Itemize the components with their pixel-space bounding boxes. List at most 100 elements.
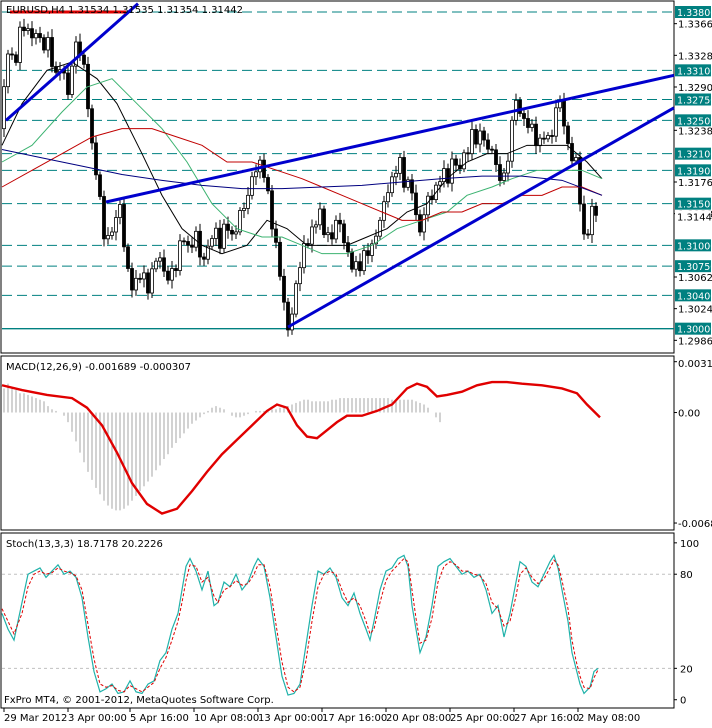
candle	[358, 253, 362, 277]
y-tick-label: 1.31760	[678, 178, 712, 189]
candle-body	[406, 179, 410, 188]
macd-panel-frame	[0, 355, 675, 531]
moving-average-0	[1, 61, 603, 255]
level-label-bg	[675, 64, 711, 77]
candle-body	[154, 260, 158, 270]
candle	[170, 261, 174, 289]
candle-body	[254, 171, 258, 178]
candle-body	[574, 157, 578, 162]
candle	[414, 184, 418, 221]
candle-body	[182, 240, 186, 243]
candle	[26, 23, 30, 35]
candle	[486, 133, 490, 155]
x-tick-label: 27 Apr 16:00	[514, 713, 579, 724]
candle	[202, 252, 206, 266]
candle	[398, 153, 402, 180]
candle	[286, 298, 290, 337]
level-label: 1.31000	[675, 239, 712, 252]
candle	[318, 202, 322, 230]
level-label: 1.33100	[675, 64, 712, 77]
candle-body	[290, 313, 294, 331]
candle	[534, 116, 538, 154]
candle-body	[278, 241, 282, 277]
candle	[334, 215, 338, 244]
candle	[42, 34, 46, 54]
candle-body	[294, 283, 298, 315]
candle	[510, 116, 514, 168]
macd-tick-label: -0.00689	[678, 519, 712, 530]
candle	[446, 163, 450, 188]
candle-body	[366, 250, 370, 256]
candle	[162, 249, 166, 277]
candle-body	[90, 108, 94, 144]
candle	[30, 21, 34, 47]
level-label-bg	[675, 260, 711, 273]
x-tick-label: 13 Apr 00:00	[258, 713, 323, 724]
candle	[130, 262, 134, 298]
candle-body	[266, 177, 270, 192]
candle	[418, 209, 422, 237]
candle-body	[422, 214, 426, 233]
candle	[230, 226, 234, 241]
candle-body	[522, 113, 526, 119]
candle	[338, 212, 342, 233]
candle-body	[18, 26, 22, 63]
candle-body	[318, 208, 322, 226]
level-label-text: 1.30400	[677, 291, 712, 302]
candle-body	[310, 226, 314, 245]
candle-body	[246, 194, 250, 209]
level-label: 1.30750	[675, 260, 712, 273]
candle-body	[178, 240, 182, 271]
candle	[54, 61, 58, 77]
candle	[250, 171, 254, 200]
candle	[378, 217, 382, 240]
stoch-layer	[1, 553, 674, 696]
candle	[98, 171, 102, 200]
candle-body	[554, 107, 558, 137]
candle-body	[2, 86, 6, 130]
candle-body	[250, 176, 254, 196]
candle	[70, 62, 74, 98]
candle-body	[382, 201, 386, 221]
x-tick-label: 3 Apr 00:00	[68, 713, 127, 724]
level-label-text: 1.31900	[677, 166, 712, 177]
candle	[174, 264, 178, 278]
candle-body	[378, 219, 382, 237]
x-tick-label: 5 Apr 16:00	[130, 713, 189, 724]
candle	[178, 234, 182, 276]
candle-body	[462, 152, 466, 170]
candle-body	[374, 235, 378, 245]
candle-body	[330, 232, 334, 240]
candle	[370, 239, 374, 263]
candle-body	[542, 137, 546, 140]
candle	[94, 136, 98, 180]
candle-body	[498, 164, 502, 181]
candle	[342, 219, 346, 250]
trendline-1	[105, 73, 675, 204]
candle-body	[450, 158, 454, 184]
candle-body	[142, 272, 146, 280]
candle-body	[122, 204, 126, 248]
level-label-bg	[675, 114, 711, 127]
candle	[470, 121, 474, 160]
candle	[242, 202, 246, 218]
candle	[306, 238, 310, 249]
candle-body	[34, 33, 38, 39]
level-label-bg	[675, 289, 711, 302]
price-panel-frame	[0, 0, 675, 354]
y-tick-label: 1.30620	[678, 273, 712, 284]
ohlc-header: 1.31534 1.31535 1.31354 1.31442	[68, 5, 243, 16]
candle-body	[370, 243, 374, 256]
x-tick-label: 17 Apr 16:00	[322, 713, 387, 724]
candle-body	[578, 157, 582, 205]
candle-body	[202, 256, 206, 260]
trendline-0	[5, 2, 139, 122]
candle-body	[126, 246, 130, 269]
candle-body	[358, 261, 362, 272]
candle-body	[502, 172, 506, 181]
candle-body	[398, 157, 402, 174]
candle	[298, 261, 302, 292]
stoch-tick-label: 20	[680, 664, 693, 675]
candle-body	[262, 159, 266, 178]
